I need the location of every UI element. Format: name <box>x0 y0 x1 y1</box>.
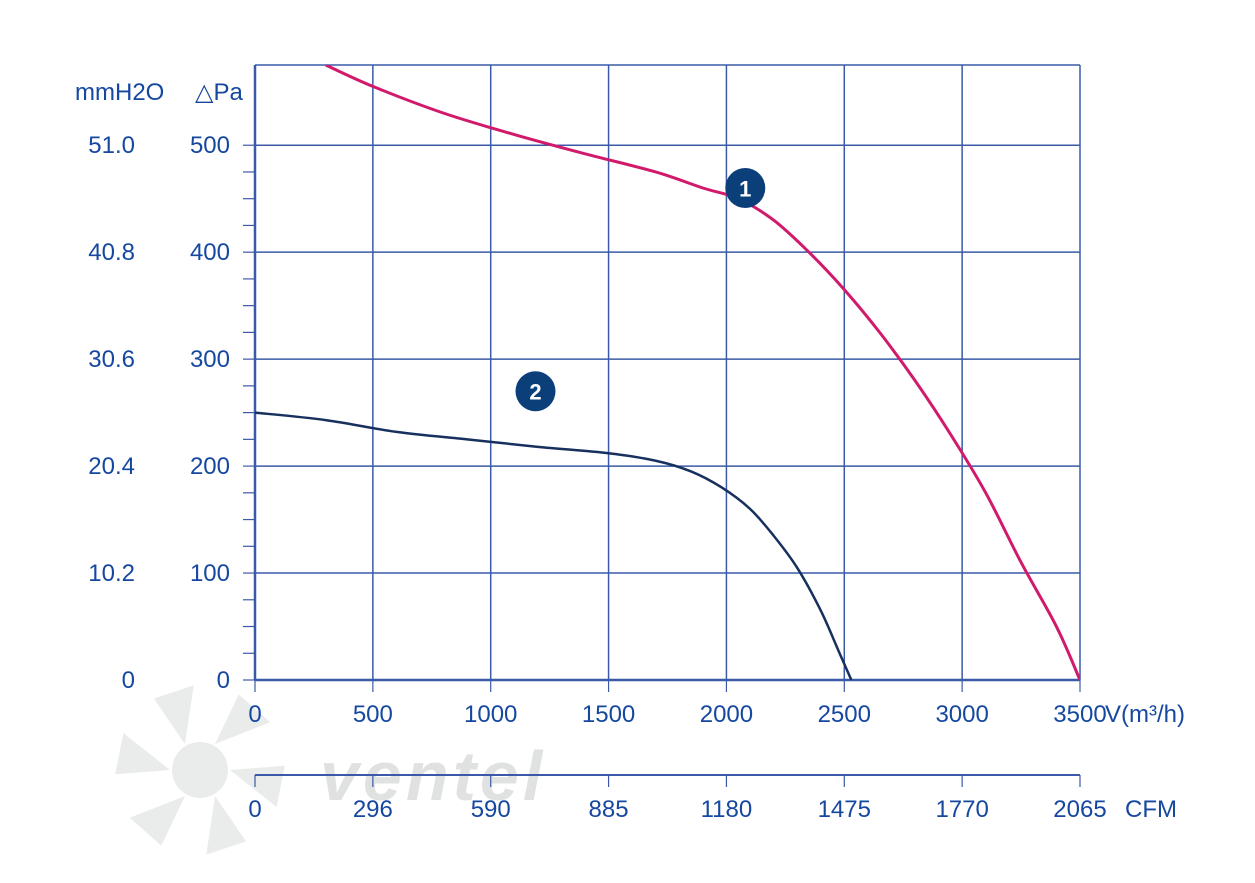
y-axis-title: △Pa <box>195 79 243 106</box>
y2-axis-title: mmH2O <box>75 79 164 106</box>
x2-tick-label: 590 <box>471 796 511 823</box>
curve-1-badge-text: 1 <box>739 177 751 202</box>
y-tick-label: 300 <box>190 346 230 373</box>
y-tick-label: 0 <box>217 667 230 694</box>
x2-axis-title: CFM <box>1125 796 1177 823</box>
curve-2-badge-text: 2 <box>529 380 541 405</box>
x2-tick-label: 885 <box>589 796 629 823</box>
x-tick-label: 3000 <box>935 701 988 728</box>
y-tick-label: 400 <box>190 239 230 266</box>
x-tick-label: 2500 <box>818 701 871 728</box>
x-tick-label: 3500 <box>1053 701 1106 728</box>
x2-tick-label: 1770 <box>935 796 988 823</box>
y-tick-label: 200 <box>190 453 230 480</box>
x-tick-label: 0 <box>248 701 261 728</box>
y2-tick-label: 0 <box>122 667 135 694</box>
plot-area <box>255 65 1080 680</box>
x-tick-label: 1000 <box>464 701 517 728</box>
y2-tick-label: 30.6 <box>88 346 135 373</box>
x-axis-title: V(m³/h) <box>1105 701 1185 728</box>
x-tick-label: 1500 <box>582 701 635 728</box>
x2-tick-label: 0 <box>248 796 261 823</box>
x2-tick-label: 1475 <box>818 796 871 823</box>
y-tick-label: 500 <box>190 132 230 159</box>
y2-tick-label: 10.2 <box>88 560 135 587</box>
x-tick-label: 2000 <box>700 701 753 728</box>
y2-tick-label: 40.8 <box>88 239 135 266</box>
x2-tick-label: 2065 <box>1053 796 1106 823</box>
x-tick-label: 500 <box>353 701 393 728</box>
y2-tick-label: 20.4 <box>88 453 135 480</box>
x2-tick-label: 296 <box>353 796 393 823</box>
y2-tick-label: 51.0 <box>88 132 135 159</box>
y-tick-label: 100 <box>190 560 230 587</box>
performance-chart: ventel0100200300400500010.220.430.640.85… <box>0 0 1255 883</box>
x2-tick-label: 1180 <box>701 796 753 823</box>
